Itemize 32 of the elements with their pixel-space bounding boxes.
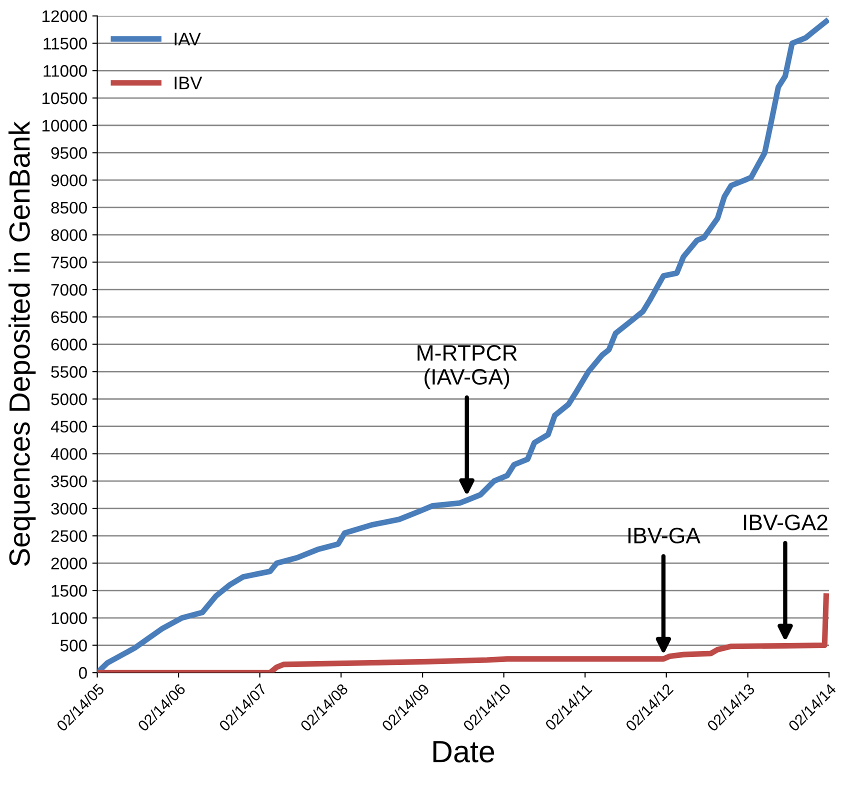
y-tick-label: 6500 — [51, 311, 87, 324]
y-tick-label: 8000 — [51, 229, 87, 242]
y-tick-label: 2500 — [51, 530, 87, 542]
y-tick-label: 0 — [78, 667, 87, 679]
x-axis-title: Date — [433, 741, 494, 762]
y-tick-label: 1500 — [52, 584, 87, 597]
y-tick-label: 2000 — [51, 558, 87, 570]
y-tick-label: 10000 — [42, 120, 87, 132]
y-tick-label: 11500 — [44, 38, 87, 50]
y-tick-label: 3000 — [51, 502, 87, 515]
y-tick-label: 5500 — [51, 366, 87, 378]
y-tick-label: 9000 — [51, 174, 87, 186]
y-tick-label: 1000 — [52, 612, 87, 624]
y-tick-label: 4500 — [50, 420, 87, 433]
y-tick-label: 7000 — [51, 284, 87, 296]
y-tick-label: 12000 — [42, 10, 87, 22]
y-tick-label: 5000 — [51, 393, 87, 406]
y-tick-label: 11000 — [44, 65, 87, 77]
y-tick-label: 10500 — [42, 92, 87, 104]
y-tick-label: 6000 — [51, 338, 87, 350]
y-tick-label: 9500 — [51, 147, 87, 159]
y-axis-title: Sequences Deposited in GenBank — [8, 121, 36, 566]
annotation: IBV-GA — [628, 528, 700, 544]
y-tick-label: 3500 — [51, 475, 87, 488]
legend-label: IAV — [174, 32, 201, 46]
y-tick-label: 8500 — [51, 202, 87, 214]
legend-label: IBV — [174, 76, 202, 90]
y-tick-label: 7500 — [51, 256, 87, 268]
y-tick-label: 4000 — [50, 448, 87, 460]
annotation: M-RTPCR (IAV-GA) — [418, 345, 517, 390]
annotation: IBV-GA2 — [744, 514, 828, 530]
y-tick-label: 500 — [60, 640, 87, 652]
